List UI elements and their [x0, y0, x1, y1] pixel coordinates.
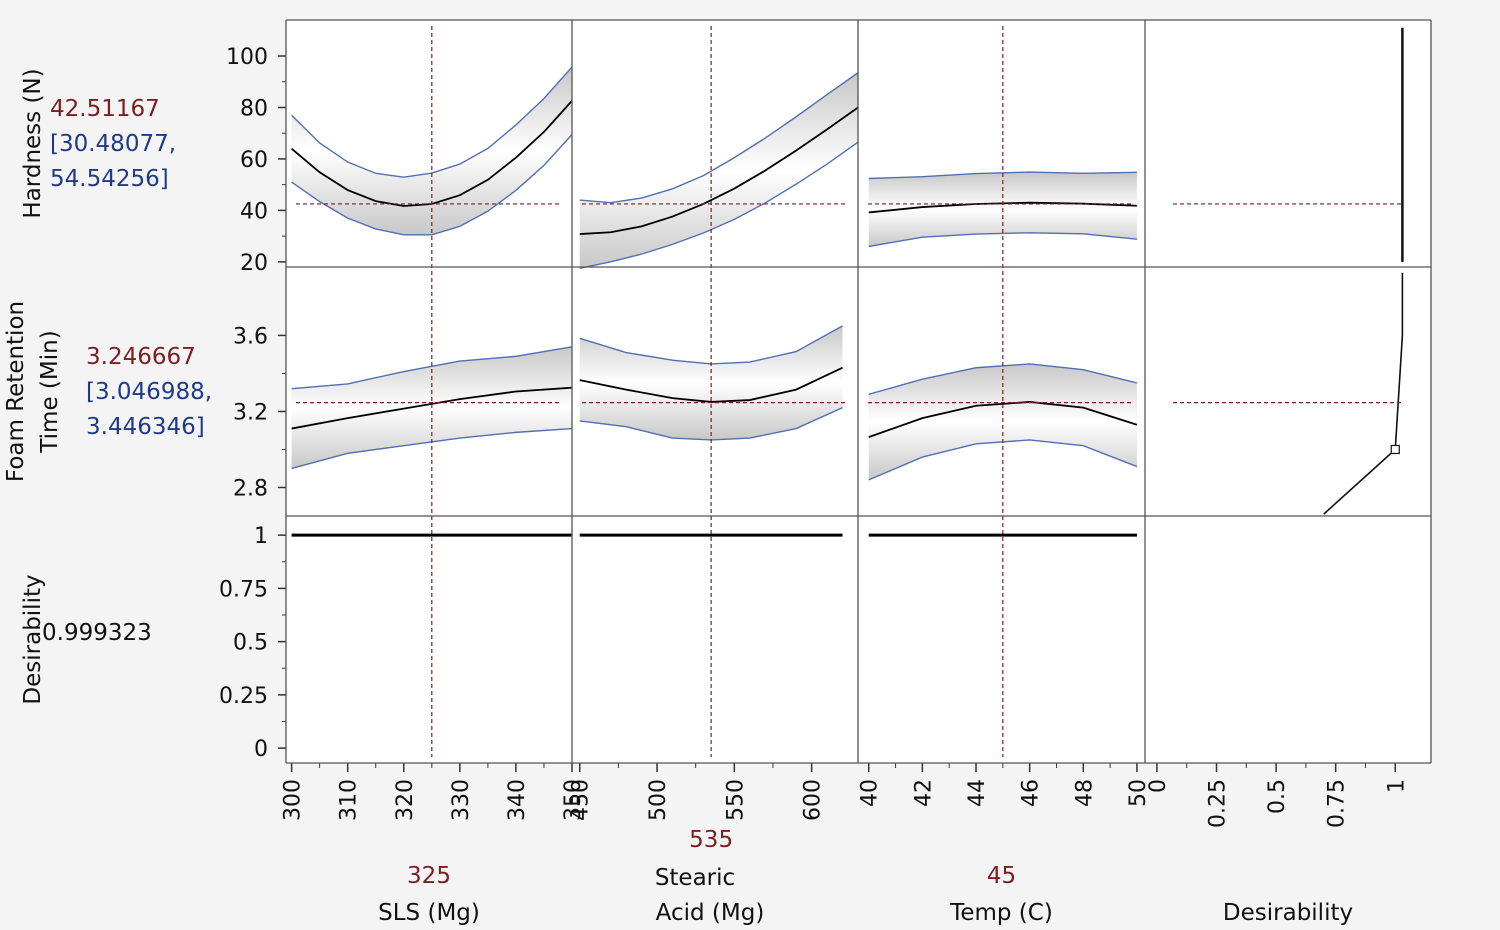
y-tick-label: 0.25 — [219, 684, 268, 709]
factor-title: Stearic — [655, 865, 735, 891]
response-current-value: 3.246667 — [86, 344, 196, 370]
y-tick-label: 20 — [240, 251, 268, 276]
x-tick-label: 0.25 — [1206, 779, 1231, 828]
x-tick-label: 310 — [337, 779, 362, 821]
desirability-function-trace — [1323, 272, 1404, 515]
factor-title: Temp (C) — [949, 900, 1053, 926]
prediction-trace — [579, 106, 859, 235]
y-tick-label: 60 — [240, 148, 268, 173]
x-tick-label: 450 — [569, 779, 594, 821]
y-tick-label: 0.5 — [233, 631, 268, 656]
factor-current-value: 45 — [987, 863, 1016, 889]
confidence-upper-line — [579, 72, 859, 204]
y-tick-label: 3.6 — [233, 324, 268, 349]
prediction-trace — [868, 401, 1138, 438]
factor-title: Desirability — [1223, 900, 1353, 926]
confidence-lower-line — [579, 141, 859, 269]
x-tick-label: 350 — [561, 779, 586, 821]
x-tick-label: 0 — [1146, 779, 1171, 793]
x-tick-label: 600 — [801, 779, 826, 821]
y-tick-label: 0 — [254, 737, 268, 762]
response-title: Desirability — [20, 574, 46, 704]
confidence-band — [579, 325, 843, 440]
x-tick-label: 500 — [646, 779, 671, 821]
x-tick-label: 46 — [1019, 779, 1044, 807]
desirability-handle — [1390, 444, 1400, 455]
confidence-band — [579, 72, 858, 269]
x-tick-label: 320 — [393, 779, 418, 821]
response-confidence-interval: [3.046988, — [86, 379, 212, 405]
x-tick-label: 0.5 — [1265, 779, 1290, 814]
factor-current-value: 535 — [689, 827, 733, 853]
x-tick-label: 550 — [723, 779, 748, 821]
y-tick-label: 3.2 — [233, 400, 268, 425]
x-tick-label: 48 — [1072, 779, 1097, 807]
x-tick-label: 42 — [911, 779, 936, 807]
response-current-value: 0.999323 — [42, 620, 152, 646]
x-tick-label: 50 — [1126, 779, 1151, 807]
factor-title: SLS (Mg) — [378, 900, 480, 926]
response-title: Foam Retention — [3, 301, 29, 482]
response-title: Hardness (N) — [20, 68, 46, 218]
x-tick-label: 330 — [449, 779, 474, 821]
x-tick-label: 340 — [505, 779, 530, 821]
factor-current-value: 325 — [407, 863, 451, 889]
y-tick-label: 1 — [254, 524, 268, 549]
y-tick-label: 0.75 — [219, 577, 268, 602]
confidence-band — [291, 67, 572, 235]
response-confidence-interval: 3.446346] — [86, 414, 205, 440]
confidence-upper-line — [291, 346, 573, 390]
response-confidence-interval: 54.54256] — [50, 166, 169, 192]
x-tick-label: 0.75 — [1325, 779, 1350, 828]
response-title: Time (Min) — [37, 330, 63, 453]
y-tick-label: 2.8 — [233, 476, 268, 501]
prediction-trace — [579, 366, 843, 403]
prediction-trace — [291, 386, 573, 430]
x-tick-label: 300 — [281, 779, 306, 821]
y-tick-label: 80 — [240, 96, 268, 121]
confidence-upper-line — [868, 171, 1137, 180]
confidence-lower-line — [291, 134, 573, 236]
response-confidence-interval: [30.48077, — [50, 131, 176, 157]
y-tick-label: 100 — [226, 45, 268, 70]
x-tick-label: 1 — [1384, 779, 1409, 793]
confidence-lower-line — [868, 232, 1138, 248]
x-tick-label: 44 — [965, 779, 990, 807]
response-current-value: 42.51167 — [50, 96, 160, 122]
y-tick-label: 40 — [240, 199, 268, 224]
x-tick-label: 40 — [858, 779, 883, 807]
factor-title: Acid (Mg) — [656, 900, 765, 926]
